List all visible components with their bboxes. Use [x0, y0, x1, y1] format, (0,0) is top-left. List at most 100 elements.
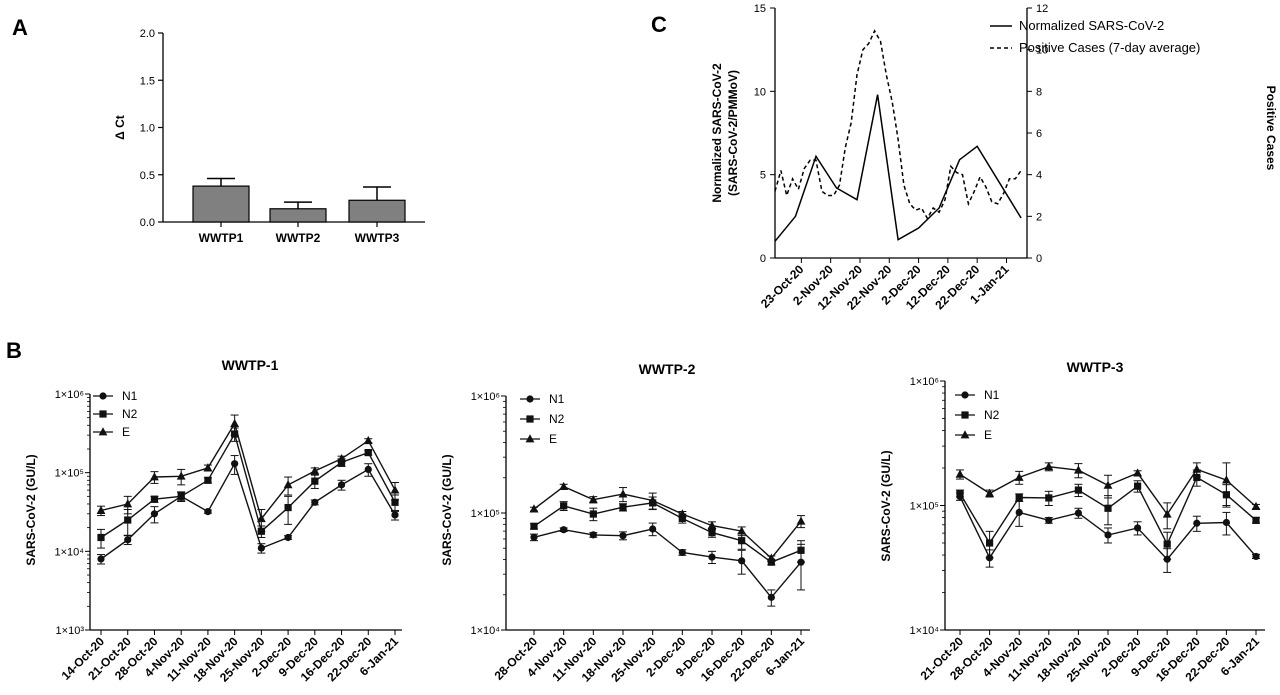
y-tick-label: 1×10⁶	[55, 389, 84, 401]
legend-label: E	[984, 428, 992, 442]
x-tick-label: WWTP2	[276, 231, 321, 245]
marker-n2	[311, 477, 319, 485]
y-axis-label-right: Positive Cases	[1264, 86, 1278, 171]
marker-e	[648, 495, 658, 504]
marker-n2	[1045, 494, 1053, 502]
marker-n2	[1193, 473, 1201, 482]
marker-n1	[560, 526, 568, 534]
marker-e	[123, 499, 133, 508]
marker-e	[150, 472, 159, 481]
series-line-n1	[100, 461, 396, 560]
marker-n2	[560, 502, 568, 510]
legend-marker-n1	[526, 395, 534, 403]
legend-marker-n1	[961, 391, 969, 399]
y-tick-label-left: 15	[754, 3, 766, 15]
y-tick-label: 1.5	[140, 75, 155, 87]
y-axis-label: Δ Ct	[113, 115, 127, 140]
marker-n1	[257, 544, 265, 552]
y-axis-label: SARS-CoV-2 (GU/L)	[24, 454, 38, 565]
marker-e	[1192, 464, 1202, 473]
marker-n1	[124, 536, 132, 544]
marker-n2	[204, 476, 212, 484]
series-line-e	[533, 485, 802, 560]
legend-label: N2	[549, 412, 565, 426]
marker-e	[337, 454, 346, 463]
y-tick-label: 1×10⁴	[470, 625, 500, 637]
y-tick-label: 1×10⁵	[471, 508, 500, 520]
marker-n2	[391, 498, 399, 506]
marker-n2	[177, 492, 185, 500]
y-tick-label: 1×10⁴	[909, 625, 939, 637]
marker-n1	[150, 510, 159, 518]
bar-wwtp3	[348, 199, 406, 223]
marker-e	[310, 466, 320, 475]
bar-wwtp2	[269, 208, 327, 223]
marker-n2	[1074, 486, 1082, 494]
marker-n1	[391, 511, 399, 519]
marker-n2	[708, 528, 716, 537]
legend-marker-n2	[99, 410, 107, 418]
panel-label-c: C	[651, 12, 667, 37]
y-tick-label-left: 0	[760, 253, 766, 265]
marker-e	[707, 520, 717, 530]
marker-e	[256, 513, 266, 523]
marker-n2	[337, 458, 346, 467]
y-axis-label: SARS-CoV-2 (GU/L)	[440, 454, 454, 565]
legend-marker-n2	[961, 411, 969, 419]
line-chart-wwtp-1: WWTP-1 1×10³ 1×10⁴ 1×10⁵ 1×10⁶ SARS-CoV-2 (GU…	[24, 357, 402, 685]
marker-n1	[337, 481, 346, 489]
legend-label: N2	[122, 407, 138, 421]
marker-e	[230, 418, 240, 428]
series-line-n1	[533, 528, 802, 599]
marker-e	[529, 504, 539, 513]
series-line-e	[100, 421, 396, 521]
legend-label: Normalized SARS-CoV-2	[1019, 18, 1164, 33]
marker-n1	[284, 533, 292, 542]
marker-e	[1014, 472, 1024, 481]
y-tick-label: 1×10⁶	[471, 391, 500, 403]
y-tick-label: 1×10³	[56, 625, 85, 637]
marker-n2	[530, 522, 538, 530]
marker-e	[677, 509, 687, 518]
chart-title: WWTP-3	[1067, 359, 1124, 375]
chart-title: WWTP-1	[222, 357, 279, 373]
marker-n2	[284, 503, 292, 512]
y-tick-label-left: 5	[760, 170, 766, 182]
marker-n2	[678, 514, 686, 522]
y-tick-label-right: 6	[1036, 128, 1042, 140]
marker-e	[1044, 461, 1054, 471]
y-tick-label: 1×10⁶	[910, 376, 939, 388]
marker-n1	[708, 553, 716, 561]
line-chart-normalized-vs-cases: 05101502468101223-Oct-202-Nov-2012-Nov-2…	[710, 3, 1278, 313]
y-tick-label-right: 0	[1036, 253, 1042, 265]
marker-e	[363, 435, 373, 445]
legend-marker-e	[98, 427, 108, 436]
marker-n2	[1163, 540, 1171, 548]
marker-n2	[1015, 493, 1023, 502]
marker-n2	[364, 448, 372, 457]
y-tick-label: 2.0	[140, 28, 155, 40]
y-tick-label-right: 8	[1036, 86, 1042, 98]
marker-n2	[1134, 482, 1142, 490]
marker-n1	[767, 593, 775, 601]
marker-n1	[1134, 524, 1142, 532]
series-line-n2	[100, 432, 396, 539]
marker-e	[1074, 465, 1083, 474]
marker-n2	[986, 539, 994, 547]
marker-n2	[97, 533, 105, 542]
legend-label: Positive Cases (7-day average)	[1019, 40, 1200, 55]
marker-e	[796, 516, 806, 525]
marker-e	[618, 489, 628, 498]
marker-n1	[619, 532, 627, 540]
marker-n2	[124, 516, 132, 524]
marker-n1	[589, 531, 597, 539]
marker-n1	[231, 460, 239, 468]
marker-n1	[678, 548, 686, 557]
marker-n1	[204, 507, 212, 516]
marker-e	[1222, 475, 1231, 484]
bar-wwtp1	[192, 185, 250, 223]
y-tick-label: 0.5	[140, 170, 155, 182]
